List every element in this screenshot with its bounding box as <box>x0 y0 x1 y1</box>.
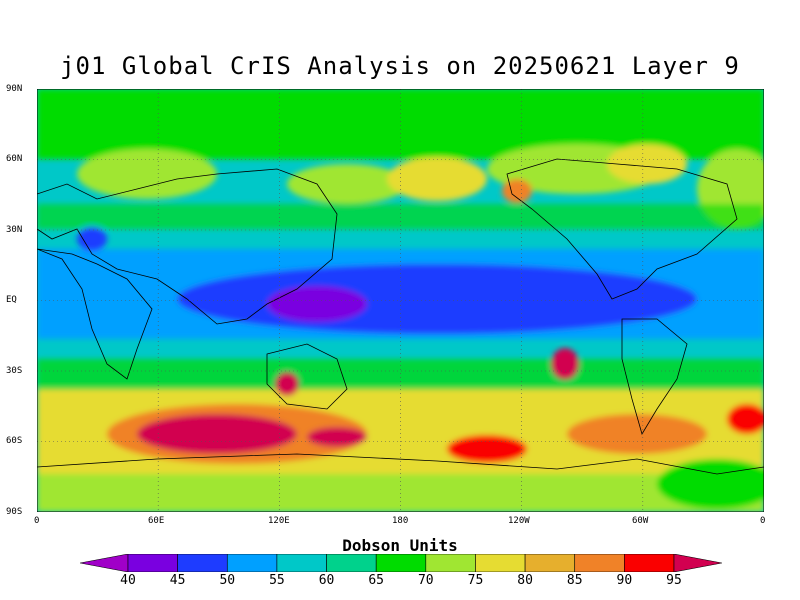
graticule <box>37 89 764 512</box>
ytick-60s: 60S <box>6 436 23 446</box>
colorbar-tick-label: 55 <box>269 573 285 588</box>
field-subtrop-north <box>37 204 764 229</box>
colorbar-swatch <box>177 554 228 572</box>
colorbar-swatch <box>276 554 327 572</box>
coastlines <box>37 158 764 475</box>
field-southern-max <box>137 414 297 454</box>
colorbar-tick-label: 80 <box>517 573 533 588</box>
colorbar-tick-label: 75 <box>467 573 484 588</box>
field-south-pacific-max <box>551 348 579 380</box>
ozone-map <box>37 89 764 512</box>
colorbar-tick-label: 45 <box>169 573 186 588</box>
field-tropics-blob <box>77 227 107 251</box>
ytick-eq: EQ <box>6 295 17 305</box>
field-nh-band-1 <box>77 149 217 199</box>
field-tropical-core <box>177 264 697 334</box>
field-southern-high-2 <box>567 414 707 454</box>
field-warm-pool <box>267 286 367 322</box>
eurasia-coast <box>37 168 338 325</box>
colorbar-tick-label: 50 <box>219 573 236 588</box>
south-america-coast <box>621 318 688 435</box>
africa-coast <box>37 248 153 380</box>
field-nh-band-5 <box>607 144 687 184</box>
colorbar-swatch <box>375 554 427 572</box>
ytick-60n: 60N <box>6 154 23 164</box>
colorbar-swatch <box>326 554 377 572</box>
colorbar-swatch <box>624 554 675 572</box>
field-aus-max <box>275 372 299 396</box>
ytick-30n: 30N <box>6 225 23 235</box>
field-southern-red-2 <box>727 404 764 434</box>
colorbar-swatch <box>127 554 178 572</box>
colorbar-swatch <box>226 554 278 572</box>
colorbar-tick-label: 95 <box>666 573 682 588</box>
colorbar-label: Dobson Units <box>342 536 458 555</box>
colorbar-swatch-min <box>80 554 129 572</box>
map-title: j01 Global CrIS Analysis on 20250621 Lay… <box>60 52 740 80</box>
colorbar-tick-label: 60 <box>318 573 335 588</box>
colorbar-swatch <box>425 554 476 572</box>
antarctica-coast <box>37 453 764 475</box>
field-nh-max <box>502 179 532 203</box>
colorbar-tick-label: 90 <box>616 573 633 588</box>
colorbar <box>80 554 722 572</box>
colorbar-swatch <box>475 554 526 572</box>
field-southern-red <box>447 435 527 463</box>
colorbar-swatch-max <box>673 554 722 572</box>
field-nh-band-2 <box>287 164 407 204</box>
ytick-90n: 90N <box>6 84 23 94</box>
colorbar-swatch <box>524 554 576 572</box>
ytick-30s: 30S <box>6 366 23 376</box>
ytick-90s: 90S <box>6 507 23 517</box>
colorbar-tick-label: 40 <box>120 573 136 588</box>
colorbar-tick-label: 65 <box>368 573 384 588</box>
australia-coast <box>266 343 348 410</box>
colorbar-tick-label: 70 <box>417 573 434 588</box>
xtick-60e: 60E <box>148 516 165 526</box>
field-southern-max-2 <box>307 427 367 447</box>
field-nh-band-3 <box>387 157 487 201</box>
xtick-60w: 60W <box>632 516 649 526</box>
xtick-0-end: 0 <box>760 516 766 526</box>
colorbar-tick-label: 85 <box>566 573 583 588</box>
xtick-120e: 120E <box>268 516 290 526</box>
north-america-coast <box>506 158 738 300</box>
xtick-120w: 120W <box>508 516 530 526</box>
field-antarctic-green <box>657 459 764 509</box>
xtick-180: 180 <box>392 516 409 526</box>
colorbar-swatch <box>574 554 625 572</box>
xtick-0: 0 <box>34 516 40 526</box>
